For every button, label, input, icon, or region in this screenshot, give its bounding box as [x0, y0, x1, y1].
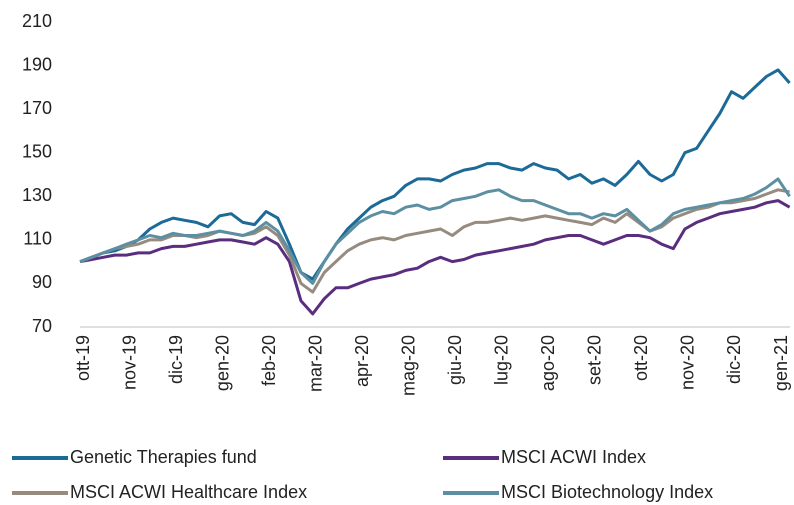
x-tick-label: ott-19 [73, 335, 93, 381]
x-tick-label: mag-20 [398, 335, 418, 396]
y-tick-label: 70 [32, 316, 52, 336]
x-tick-label: ott-20 [631, 335, 651, 381]
x-tick-label: set-20 [585, 335, 605, 385]
y-tick-label: 170 [22, 98, 52, 118]
y-tick-label: 150 [22, 141, 52, 161]
x-tick-label: ago-20 [538, 335, 558, 391]
y-tick-label: 110 [23, 229, 52, 249]
series-line [79, 188, 790, 294]
x-tick-label: dic-19 [166, 335, 186, 384]
x-tick-label: apr-20 [352, 335, 372, 387]
y-tick-label: 210 [22, 11, 52, 31]
legend-label: MSCI Biotechnology Index [501, 482, 713, 502]
legend-label: MSCI ACWI Healthcare Index [70, 482, 307, 502]
x-tick-label: feb-20 [259, 335, 279, 386]
y-tick-label: 130 [22, 185, 52, 205]
x-tick-label: nov-19 [119, 335, 139, 390]
x-tick-label: lug-20 [492, 335, 512, 385]
x-tick-label: dic-20 [724, 335, 744, 384]
x-tick-label: mar-20 [305, 335, 325, 392]
series-line [79, 177, 791, 285]
series-line [79, 68, 791, 281]
x-tick-label: nov-20 [678, 335, 698, 390]
x-tick-label: gen-21 [771, 335, 791, 391]
x-tick-label: gen-20 [212, 335, 232, 391]
series-line [79, 199, 791, 316]
legend-label: Genetic Therapies fund [70, 447, 257, 467]
x-tick-label: giu-20 [445, 335, 465, 385]
y-tick-label: 190 [22, 54, 52, 74]
y-tick-label: 90 [32, 272, 52, 292]
legend-label: MSCI ACWI Index [501, 447, 646, 467]
